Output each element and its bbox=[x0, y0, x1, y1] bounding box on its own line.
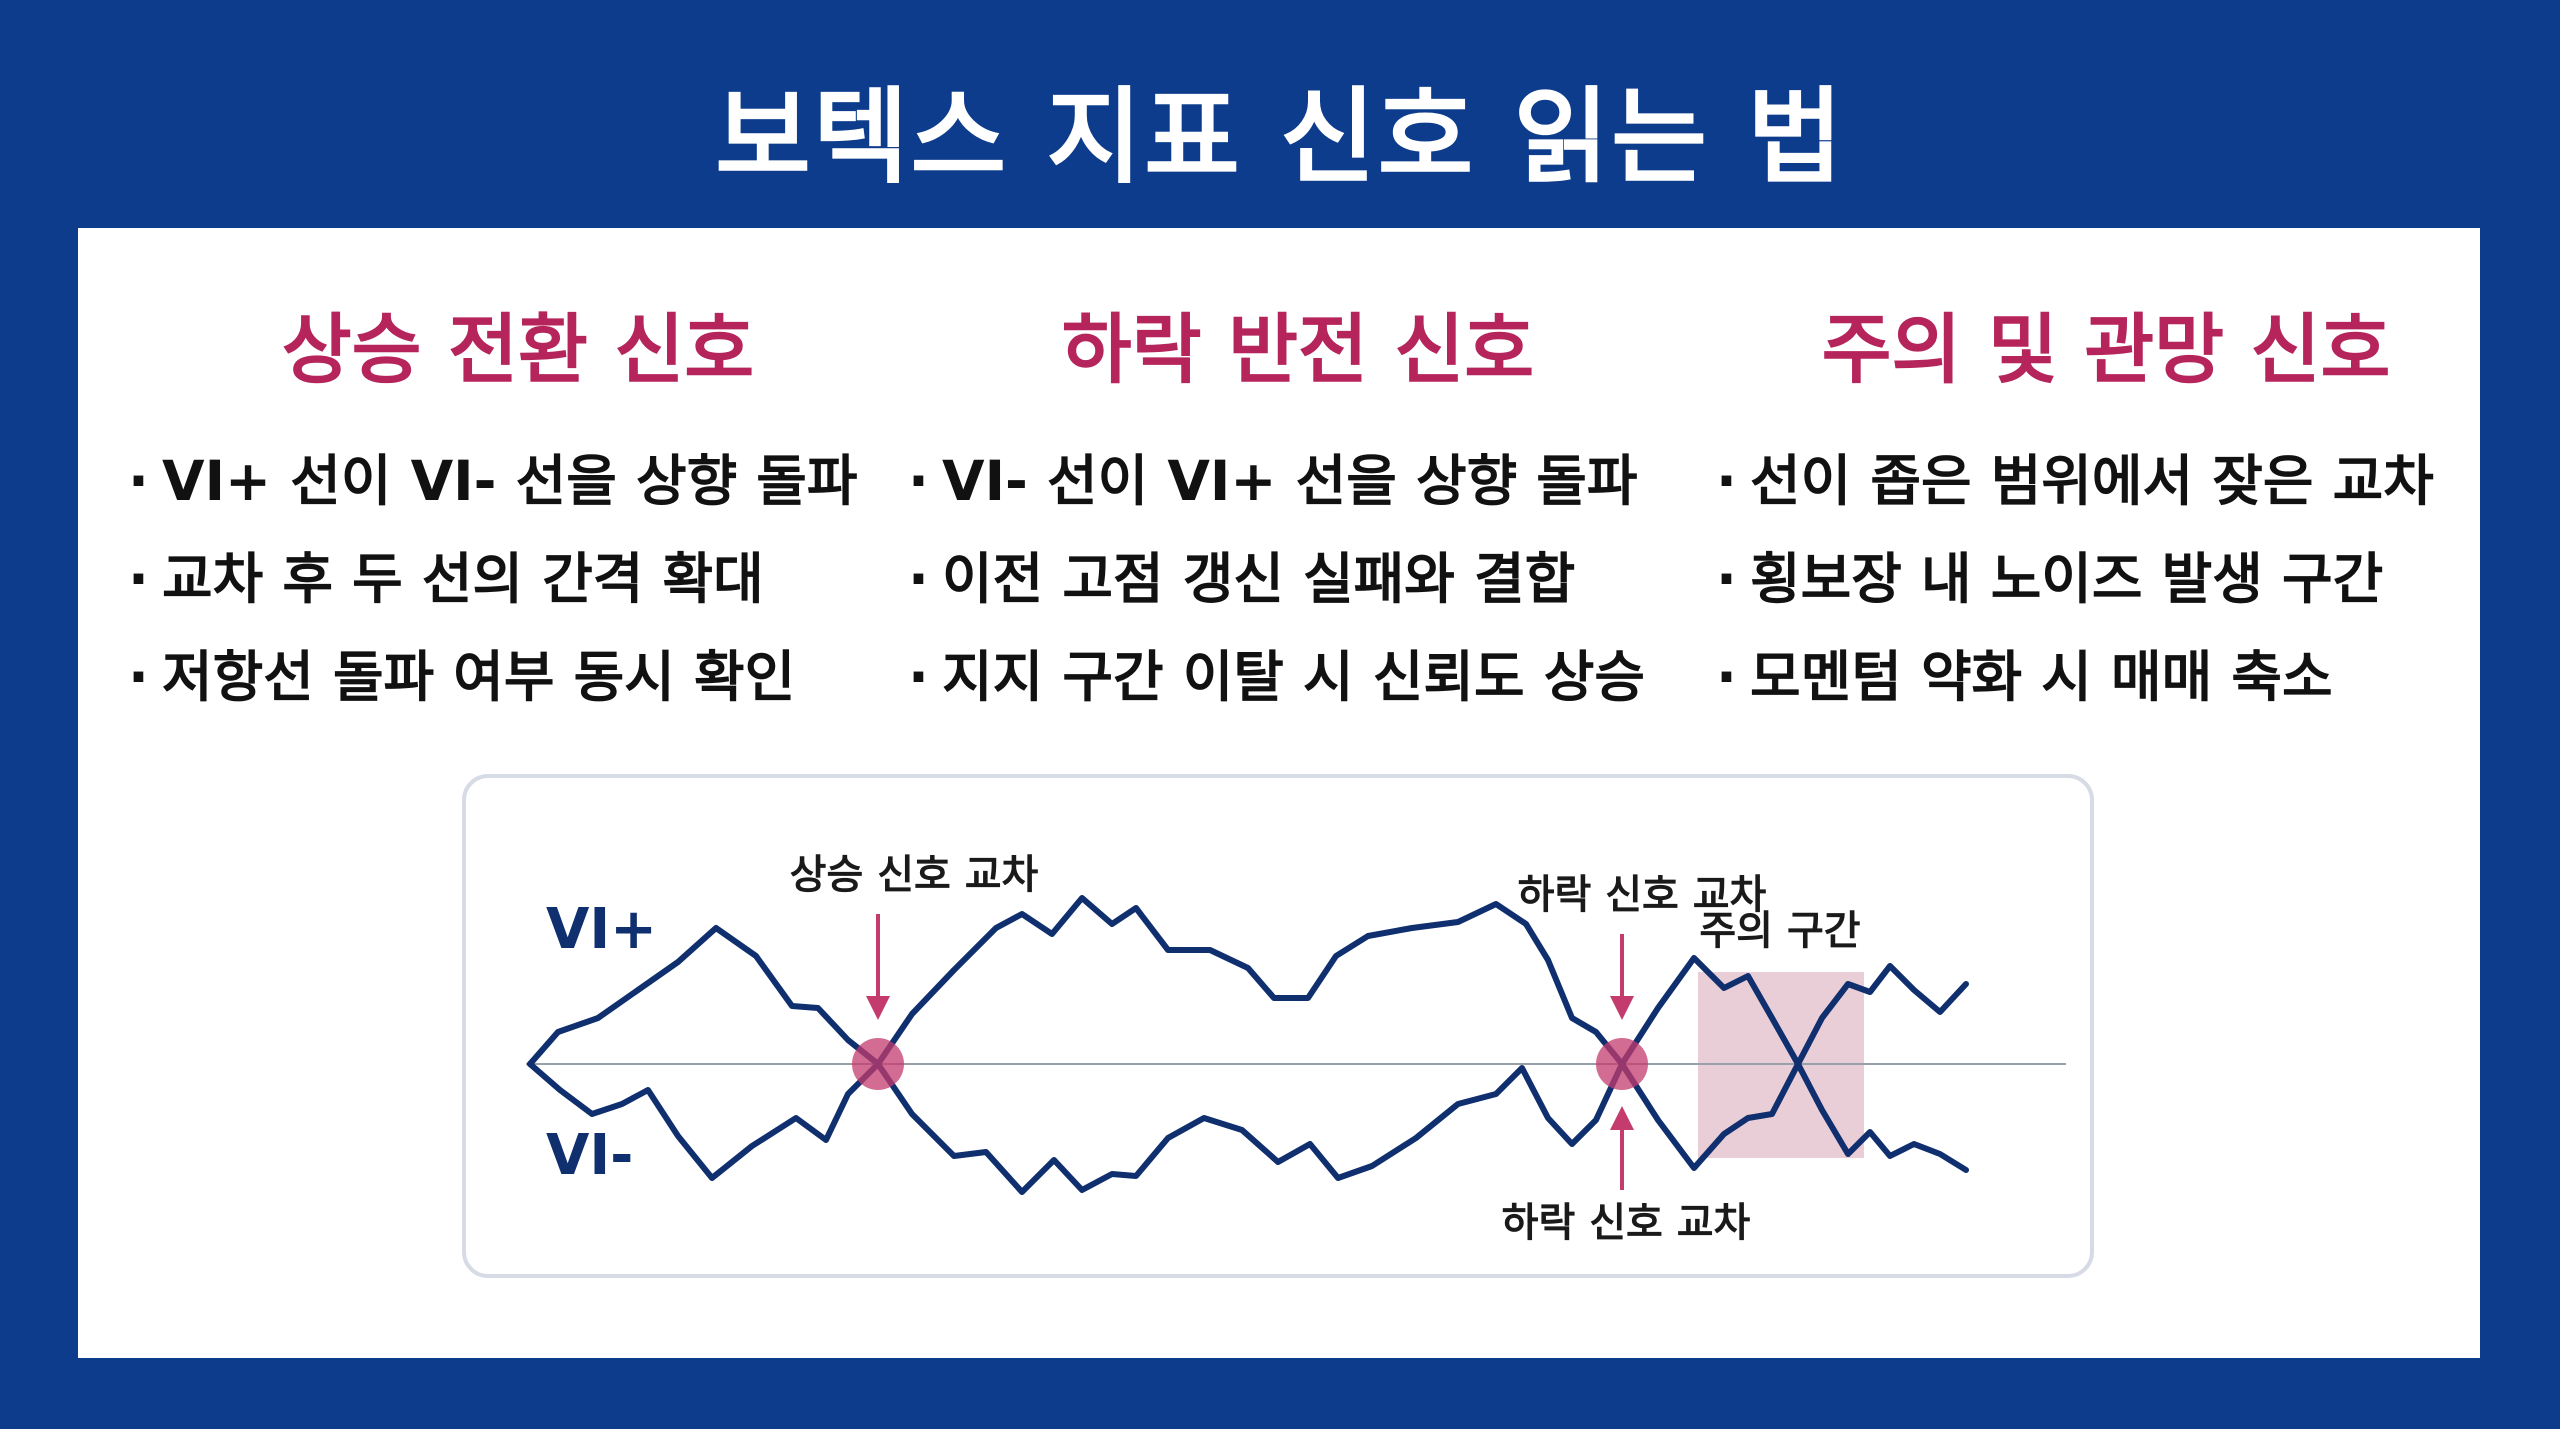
bear-cross-marker bbox=[1596, 1038, 1648, 1090]
vortex-diagram-svg: VI+ VI- 상승 신호 교차 하락 신호 교차 하락 신호 교차 주의 구간 bbox=[526, 852, 2066, 1246]
list-item: · 이전 고점 갱신 실패와 결합 bbox=[908, 530, 1688, 628]
column-heading: 하락 반전 신호 bbox=[1061, 305, 1535, 394]
content-panel: 상승 전환 신호 · VI+ 선이 VI- 선을 상향 돌파 · 교차 후 두 선의… bbox=[78, 228, 2480, 1358]
list-item-text: 선이 좁은 범위에서 잦은 교차 bbox=[1750, 449, 2434, 513]
list-item: · 모멘텀 약화 시 매매 축소 bbox=[1716, 628, 2496, 726]
list-item-text: VI+ 선이 VI- 선을 상향 돌파 bbox=[162, 449, 858, 513]
bull-cross-marker bbox=[852, 1038, 904, 1090]
arrow-down-icon bbox=[1610, 934, 1634, 1020]
page-title: 보텍스 지표 신호 읽는 법 bbox=[715, 76, 1845, 198]
list-item-text: 교차 후 두 선의 간격 확대 bbox=[162, 547, 764, 611]
bullet-dot-icon: · bbox=[128, 547, 149, 611]
vi-minus-label: VI- bbox=[546, 1123, 633, 1188]
bullet-dot-icon: · bbox=[128, 449, 149, 513]
bullet-dot-icon: · bbox=[908, 449, 929, 513]
arrow-down-icon bbox=[866, 914, 890, 1020]
list-item: · VI- 선이 VI+ 선을 상향 돌파 bbox=[908, 432, 1688, 530]
vi-plus-label: VI+ bbox=[546, 897, 657, 962]
vi-minus-line bbox=[527, 1061, 1969, 1195]
list-item: · 교차 후 두 선의 간격 확대 bbox=[128, 530, 908, 628]
list-item: · VI+ 선이 VI- 선을 상향 돌파 bbox=[128, 432, 908, 530]
list-item-text: 이전 고점 갱신 실패와 결합 bbox=[942, 547, 1576, 611]
column-bullish-signal: 상승 전환 신호 · VI+ 선이 VI- 선을 상향 돌파 · 교차 후 두 선의… bbox=[128, 288, 908, 726]
list-item-text: 지지 구간 이탈 시 신뢰도 상승 bbox=[942, 645, 1645, 709]
bullet-list: · 선이 좁은 범위에서 잦은 교차 · 횡보장 내 노이즈 발생 구간 · 모멘텀 … bbox=[1716, 432, 2496, 726]
bullet-dot-icon: · bbox=[1716, 547, 1737, 611]
list-item-text: 저항선 돌파 여부 동시 확인 bbox=[162, 645, 796, 709]
bullet-dot-icon: · bbox=[1716, 645, 1737, 709]
column-caution-signal: 주의 및 관망 신호 · 선이 좁은 범위에서 잦은 교차 · 횡보장 내 노이즈 … bbox=[1716, 288, 2496, 726]
bull-cross-annotation: 상승 신호 교차 bbox=[790, 852, 1039, 898]
list-item-text: 횡보장 내 노이즈 발생 구간 bbox=[1750, 547, 2384, 611]
column-bearish-signal: 하락 반전 신호 · VI- 선이 VI+ 선을 상향 돌파 · 이전 고점 갱신 … bbox=[908, 288, 1688, 726]
list-item: · 횡보장 내 노이즈 발생 구간 bbox=[1716, 530, 2496, 628]
column-heading: 주의 및 관망 신호 bbox=[1821, 305, 2391, 394]
list-item: · 지지 구간 이탈 시 신뢰도 상승 bbox=[908, 628, 1688, 726]
bullet-dot-icon: · bbox=[128, 645, 149, 709]
bear-cross-annotation-bottom: 하락 신호 교차 bbox=[1502, 1200, 1751, 1246]
vortex-diagram: VI+ VI- 상승 신호 교차 하락 신호 교차 하락 신호 교차 주의 구간 bbox=[462, 774, 2094, 1278]
bear-cross-annotation-top: 하락 신호 교차 bbox=[1518, 872, 1767, 918]
vi-plus-line bbox=[527, 895, 1969, 1067]
list-item: · 선이 좁은 범위에서 잦은 교차 bbox=[1716, 432, 2496, 530]
bullet-list: · VI- 선이 VI+ 선을 상향 돌파 · 이전 고점 갱신 실패와 결합 · 지… bbox=[908, 432, 1688, 726]
list-item-text: VI- 선이 VI+ 선을 상향 돌파 bbox=[942, 449, 1638, 513]
caution-zone-annotation: 주의 구간 bbox=[1699, 908, 1860, 954]
list-item-text: 모멘텀 약화 시 매매 축소 bbox=[1750, 645, 2333, 709]
column-heading: 상승 전환 신호 bbox=[281, 305, 755, 394]
arrow-up-icon bbox=[1610, 1106, 1634, 1190]
bullet-dot-icon: · bbox=[1716, 449, 1737, 513]
bullet-list: · VI+ 선이 VI- 선을 상향 돌파 · 교차 후 두 선의 간격 확대 · 저… bbox=[128, 432, 908, 726]
bullet-dot-icon: · bbox=[908, 547, 929, 611]
list-item: · 저항선 돌파 여부 동시 확인 bbox=[128, 628, 908, 726]
bullet-dot-icon: · bbox=[908, 645, 929, 709]
